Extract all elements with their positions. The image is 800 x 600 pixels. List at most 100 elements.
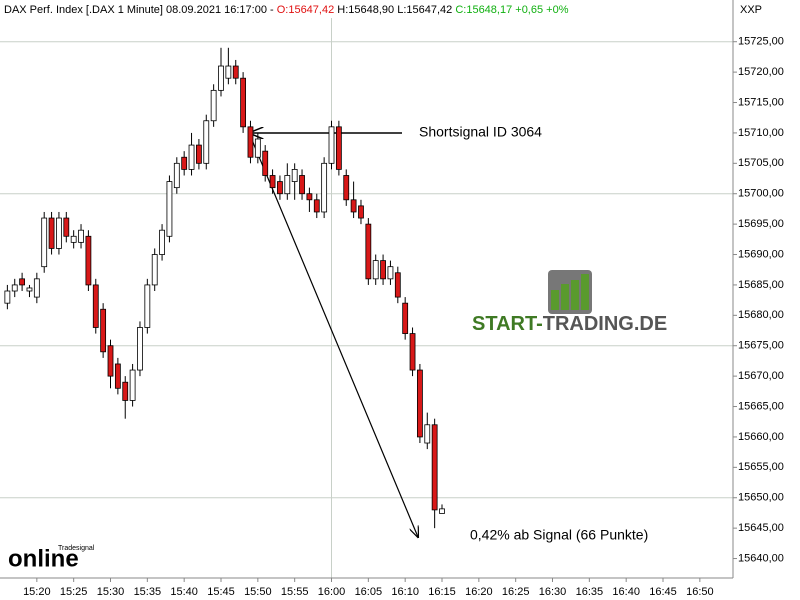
candle-body [19, 278, 26, 286]
candle-body [26, 287, 33, 292]
candle-body [277, 181, 283, 195]
candle-body [350, 199, 357, 213]
x-tick-label: 16:30 [539, 586, 567, 598]
candle-body [100, 308, 107, 353]
candle-body [439, 508, 445, 514]
candle-body [321, 162, 328, 213]
y-tick-label: 15685,00 [738, 279, 784, 291]
move-arrow [251, 139, 418, 537]
candle-body [328, 126, 335, 164]
candle-body [196, 144, 202, 164]
candle-body [41, 217, 48, 268]
y-tick-label: 15690,00 [738, 248, 784, 260]
y-tick-label: 15665,00 [738, 400, 784, 412]
candle-body [4, 290, 11, 304]
y-tick-label: 15705,00 [738, 157, 784, 169]
y-tick-label: 15715,00 [738, 96, 784, 108]
candle-body [247, 126, 254, 158]
candle-body [70, 235, 77, 243]
candle-body [262, 150, 269, 176]
candle-body [181, 156, 188, 170]
x-tick-label: 15:25 [60, 586, 88, 598]
y-tick-label: 15700,00 [738, 188, 784, 200]
candle-body [107, 345, 114, 377]
x-tick-label: 16:15 [428, 586, 456, 598]
candle-body [380, 260, 386, 280]
candle-body [402, 302, 409, 334]
logo-icon [548, 270, 592, 314]
candle-body [417, 369, 423, 438]
candle-body [431, 424, 438, 511]
x-tick-label: 16:35 [576, 586, 604, 598]
x-tick-label: 15:30 [97, 586, 125, 598]
x-tick-label: 15:40 [170, 586, 198, 598]
candle-body [78, 229, 84, 243]
candle-body [394, 272, 401, 298]
candle-body [284, 175, 291, 195]
x-tick-label: 15:50 [244, 586, 272, 598]
candle-body [313, 199, 320, 213]
candle-body [144, 284, 151, 328]
candle-body [63, 217, 70, 237]
candle-body [159, 229, 165, 255]
candle-body [306, 193, 313, 201]
candle-body [218, 65, 224, 91]
y-tick-label: 15670,00 [738, 370, 784, 382]
y-tick-label: 15655,00 [738, 461, 784, 473]
candle-body [114, 363, 121, 389]
candle-body [232, 65, 239, 79]
candle-body [409, 333, 416, 371]
x-tick-label: 16:25 [502, 586, 530, 598]
candle-body [122, 381, 129, 401]
candle-body [85, 235, 92, 286]
candle-body [299, 175, 305, 195]
x-tick-label: 16:05 [355, 586, 383, 598]
candle-body [92, 284, 99, 328]
y-tick-label: 15660,00 [738, 431, 784, 443]
logo: START-TRADING.DE [472, 313, 667, 335]
y-tick-label: 15710,00 [738, 127, 784, 139]
x-tick-label: 16:40 [612, 586, 640, 598]
candle-body [33, 278, 40, 298]
candle-body [225, 65, 232, 79]
x-tick-label: 15:35 [134, 586, 162, 598]
x-tick-label: 16:45 [649, 586, 677, 598]
candle-body [358, 205, 364, 219]
candle-body [11, 284, 18, 292]
x-tick-label: 16:10 [391, 586, 419, 598]
y-tick-label: 15680,00 [738, 309, 784, 321]
y-tick-label: 15645,00 [738, 522, 784, 534]
watermark: online [8, 545, 79, 572]
candle-body [166, 181, 173, 237]
candle-body [210, 89, 217, 122]
candle-body [343, 175, 350, 201]
y-tick-label: 15675,00 [738, 340, 784, 352]
x-tick-label: 16:00 [318, 586, 346, 598]
candle-body [365, 223, 372, 280]
x-tick-label: 16:50 [686, 586, 714, 598]
candle-body [387, 266, 394, 280]
candle-body [137, 327, 143, 371]
candle-body [203, 120, 210, 164]
candle-body [56, 217, 62, 249]
annotation: 0,42% ab Signal (66 Punkte) [470, 527, 648, 543]
candle-body [424, 424, 431, 444]
header: DAX Perf. Index [.DAX 1 Minute] 08.09.20… [4, 4, 569, 16]
x-tick-label: 16:20 [465, 586, 493, 598]
y-tick-label: 15650,00 [738, 492, 784, 504]
x-tick-label: 15:45 [207, 586, 235, 598]
y-tick-label: 15695,00 [738, 218, 784, 230]
candle-body [372, 260, 379, 280]
annotation: Shortsignal ID 3064 [419, 124, 542, 140]
candle-body [151, 254, 158, 286]
candle-body [335, 126, 342, 170]
y-tick-label: 15640,00 [738, 552, 784, 564]
candle-body [269, 175, 276, 189]
candle-body [188, 144, 195, 170]
watermark-small: Tradesignal [58, 545, 95, 552]
candle-body [129, 369, 136, 401]
candle-body [291, 169, 298, 182]
grid [0, 18, 733, 578]
x-tick-label: 15:20 [23, 586, 51, 598]
